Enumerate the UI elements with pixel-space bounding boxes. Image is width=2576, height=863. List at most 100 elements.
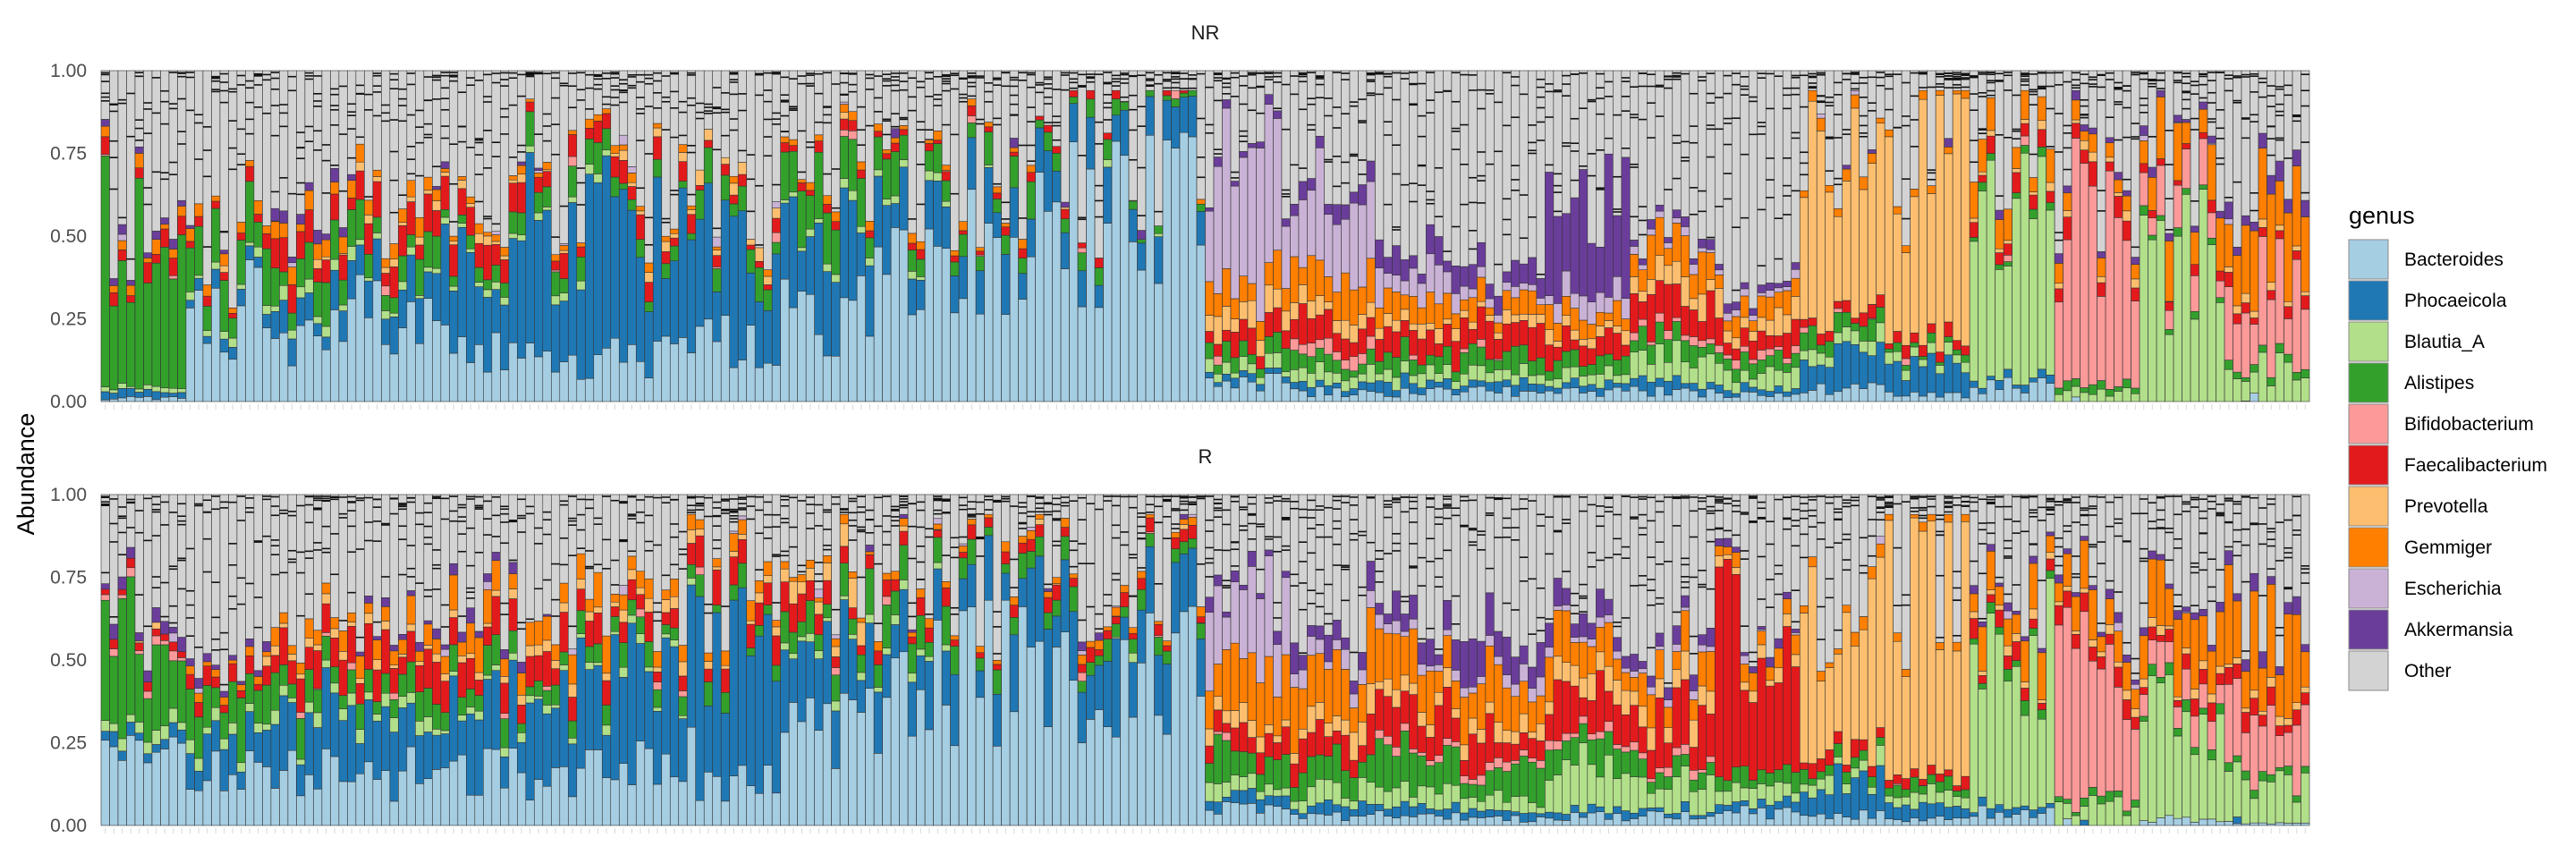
bar-segment bbox=[1256, 377, 1265, 385]
bar-segment bbox=[2207, 213, 2216, 239]
bar-segment bbox=[1443, 272, 1452, 293]
bar-segment bbox=[1613, 276, 1622, 300]
bar-segment bbox=[339, 71, 348, 228]
bar-segment bbox=[424, 267, 433, 272]
bar-segment bbox=[925, 151, 934, 171]
bar-segment bbox=[1809, 318, 1818, 326]
bar-segment bbox=[203, 666, 212, 686]
bar-segment bbox=[2182, 189, 2191, 195]
bar-segment bbox=[1970, 387, 1979, 402]
bar-segment bbox=[194, 689, 203, 694]
bar-segment bbox=[645, 378, 654, 402]
bar-segment bbox=[1571, 293, 1580, 308]
bar-segment bbox=[2301, 369, 2310, 377]
bar-segment bbox=[696, 219, 705, 326]
bar-segment bbox=[594, 644, 603, 663]
bar-segment bbox=[1384, 313, 1393, 326]
y-tick-label: 1.00 bbox=[50, 485, 87, 505]
bar-segment bbox=[874, 131, 883, 137]
bar-segment bbox=[2284, 213, 2293, 301]
bar-column bbox=[1647, 71, 1656, 402]
bar-segment bbox=[509, 599, 518, 631]
bar-segment bbox=[1375, 339, 1384, 361]
bar-segment bbox=[1418, 339, 1427, 365]
bar-segment bbox=[747, 326, 756, 402]
bar-segment bbox=[568, 197, 577, 202]
bar-segment bbox=[1053, 71, 1062, 147]
bar-segment bbox=[1681, 307, 1690, 335]
bar-segment bbox=[220, 791, 229, 825]
bar-segment bbox=[1945, 154, 1953, 322]
bar-segment bbox=[1537, 305, 1546, 315]
bar-segment bbox=[704, 319, 713, 402]
bar-segment bbox=[313, 713, 322, 728]
bar-segment bbox=[339, 228, 348, 237]
bar-segment bbox=[1792, 71, 1801, 263]
bar-segment bbox=[730, 204, 739, 216]
bar-column bbox=[806, 71, 815, 402]
bar-segment bbox=[1307, 256, 1316, 301]
bar-column bbox=[143, 495, 152, 825]
bar-segment bbox=[951, 275, 960, 312]
bar-segment bbox=[1248, 148, 1257, 283]
bar-segment bbox=[619, 190, 628, 362]
bar-segment bbox=[1367, 182, 1376, 258]
bar-segment bbox=[254, 267, 263, 402]
bar-segment bbox=[135, 651, 144, 655]
bar-segment bbox=[339, 709, 348, 721]
bar-segment bbox=[1384, 258, 1393, 274]
bar-segment bbox=[636, 495, 645, 571]
bar-segment bbox=[1707, 382, 1716, 388]
bar-segment bbox=[432, 729, 441, 735]
bar-column bbox=[1826, 71, 1835, 402]
bar-segment bbox=[2055, 394, 2063, 402]
bar-segment bbox=[815, 334, 824, 402]
bar-segment bbox=[347, 246, 356, 260]
bar-segment bbox=[993, 238, 1002, 402]
bar-segment bbox=[1350, 325, 1359, 343]
bar-segment bbox=[543, 616, 552, 640]
bar-segment bbox=[2004, 266, 2012, 369]
bar-segment bbox=[1138, 231, 1147, 240]
bar-segment bbox=[1911, 71, 1919, 189]
bar-segment bbox=[1596, 336, 1605, 355]
bar-segment bbox=[832, 275, 841, 283]
bar-segment bbox=[1732, 302, 1741, 310]
bar-segment bbox=[407, 197, 416, 201]
bar-segment bbox=[517, 165, 526, 174]
bar-segment bbox=[1817, 345, 1826, 353]
bar-segment bbox=[2123, 379, 2131, 388]
bar-segment bbox=[1817, 353, 1826, 365]
bar-segment bbox=[1792, 269, 1801, 278]
bar-segment bbox=[237, 698, 246, 762]
bar-segment bbox=[1452, 329, 1461, 342]
bar-segment bbox=[177, 661, 186, 723]
bar-segment bbox=[373, 714, 382, 721]
bar-segment bbox=[679, 719, 688, 782]
bar-segment bbox=[1172, 90, 1181, 98]
bar-segment bbox=[1520, 71, 1529, 264]
bar-segment bbox=[1282, 377, 1291, 383]
bar-segment bbox=[2207, 145, 2216, 200]
bar-segment bbox=[262, 249, 271, 305]
bar-segment bbox=[1477, 347, 1486, 366]
bar-segment bbox=[585, 139, 594, 164]
bar-segment bbox=[313, 728, 322, 790]
bar-segment bbox=[245, 246, 254, 260]
bar-segment bbox=[721, 175, 730, 200]
bar-segment bbox=[1826, 71, 1835, 185]
bar-segment bbox=[1681, 236, 1690, 277]
bar-segment bbox=[1214, 157, 1223, 167]
bar-segment bbox=[2063, 211, 2072, 217]
bar-segment bbox=[2275, 181, 2284, 224]
bar-segment bbox=[220, 706, 229, 713]
bar-segment bbox=[152, 392, 161, 400]
bar-segment bbox=[458, 663, 466, 698]
bar-segment bbox=[662, 251, 671, 263]
bar-segment bbox=[1350, 290, 1359, 325]
bar-segment bbox=[1775, 283, 1784, 288]
bar-segment bbox=[2157, 97, 2165, 158]
bar-segment bbox=[509, 589, 518, 599]
bar-segment bbox=[1860, 326, 1868, 341]
bar-segment bbox=[347, 706, 356, 782]
